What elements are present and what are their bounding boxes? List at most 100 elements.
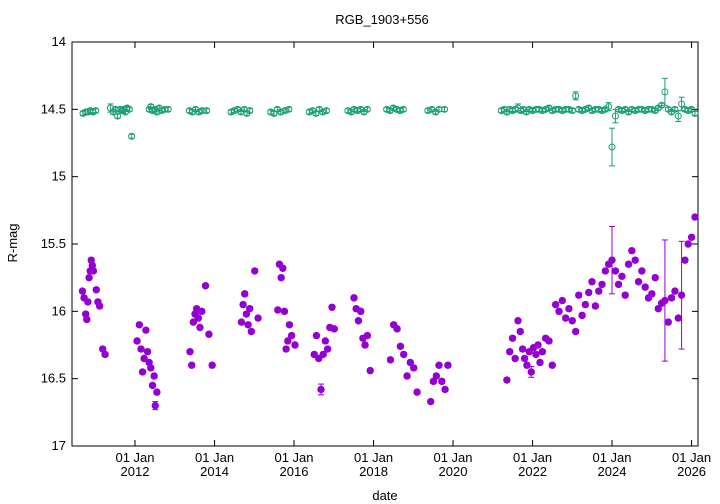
data-point [527, 368, 535, 376]
data-point [661, 88, 669, 96]
data-point [208, 361, 216, 369]
x-tick-label: 2012 [121, 464, 150, 479]
data-point [393, 325, 401, 333]
data-point [605, 103, 613, 111]
data-point [565, 304, 573, 313]
data-point [608, 143, 616, 151]
data-point [140, 354, 148, 363]
data-point [198, 107, 206, 115]
data-point [201, 282, 210, 290]
data-point [321, 337, 330, 345]
data-point [280, 307, 289, 316]
data-point [84, 298, 92, 306]
x-tick-label: 01 Jan [592, 450, 631, 465]
data-point [366, 366, 374, 375]
data-point [363, 331, 372, 340]
data-point [357, 307, 365, 316]
data-point [279, 264, 287, 272]
data-point [153, 108, 161, 116]
data-point [691, 213, 699, 221]
data-point [548, 361, 556, 369]
data-point [427, 397, 435, 406]
data-point [83, 315, 91, 324]
data-point [246, 304, 254, 313]
data-point [648, 290, 656, 298]
data-point [545, 337, 553, 345]
data-point [150, 372, 158, 380]
data-point [691, 109, 699, 117]
data-point [558, 296, 566, 305]
data-point [618, 272, 626, 281]
data-point [568, 107, 576, 115]
data-point [621, 291, 629, 299]
data-point [330, 325, 338, 333]
data-point [239, 300, 247, 309]
data-point [624, 260, 633, 268]
data-point [687, 233, 696, 241]
data-point [555, 307, 563, 316]
data-point [363, 105, 371, 113]
data-point [444, 361, 452, 369]
data-point [114, 112, 122, 120]
y-tick-label: 15 [52, 169, 66, 184]
data-point [317, 385, 325, 394]
data-point [611, 267, 620, 275]
data-point [151, 401, 159, 410]
data-point [285, 321, 294, 329]
data-point [532, 350, 540, 359]
data-point [677, 291, 686, 299]
data-point [634, 278, 643, 286]
x-tick-label: 2020 [439, 464, 468, 479]
data-point [142, 326, 150, 334]
data-point [101, 350, 109, 359]
data-point [424, 107, 432, 115]
data-point [536, 358, 544, 367]
data-point [674, 112, 682, 120]
data-point [406, 358, 415, 367]
data-point [514, 317, 522, 325]
y-tick-label: 17 [52, 438, 66, 453]
data-point [153, 388, 161, 396]
data-point [203, 107, 211, 115]
data-point [667, 294, 676, 302]
data-series [78, 213, 699, 411]
y-tick-label: 14.5 [41, 101, 66, 116]
data-point [137, 345, 145, 353]
data-point [588, 278, 596, 286]
x-tick-label: 2026 [677, 464, 706, 479]
data-point [608, 256, 616, 264]
data-point [399, 105, 407, 113]
data-point [396, 342, 405, 351]
data-point [138, 368, 147, 376]
data-point [89, 267, 98, 275]
data-point [291, 341, 299, 349]
data-point [538, 348, 547, 356]
data-point [244, 321, 252, 329]
data-point [598, 280, 606, 289]
data-point [435, 361, 443, 369]
data-point [194, 314, 203, 322]
data-point [503, 376, 511, 384]
x-tick-label: 2014 [200, 464, 229, 479]
x-tick-label: 01 Jan [433, 450, 472, 465]
data-point [148, 381, 157, 390]
x-tick-label: 2024 [598, 464, 627, 479]
data-point [319, 108, 327, 116]
data-point [328, 303, 336, 311]
data-point [237, 318, 246, 326]
data-point [312, 109, 320, 117]
data-point [164, 105, 172, 113]
data-point [186, 348, 194, 356]
series-layer [78, 77, 699, 411]
data-point [641, 283, 649, 291]
data-point [319, 350, 327, 359]
data-point [78, 287, 87, 295]
data-point [441, 105, 449, 113]
y-axis-ticks: 14 14.5 15 15.5 16 16.5 17 [41, 34, 698, 453]
data-point [441, 385, 449, 394]
data-point [205, 330, 213, 338]
data-point [274, 306, 282, 314]
data-point [198, 307, 206, 316]
